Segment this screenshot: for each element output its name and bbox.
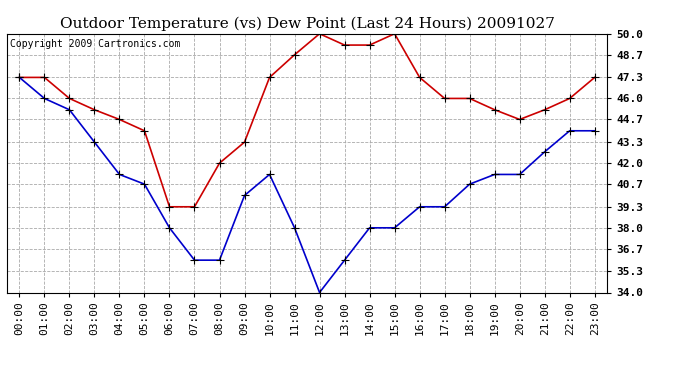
Title: Outdoor Temperature (vs) Dew Point (Last 24 Hours) 20091027: Outdoor Temperature (vs) Dew Point (Last… [59, 17, 555, 31]
Text: Copyright 2009 Cartronics.com: Copyright 2009 Cartronics.com [10, 39, 180, 49]
